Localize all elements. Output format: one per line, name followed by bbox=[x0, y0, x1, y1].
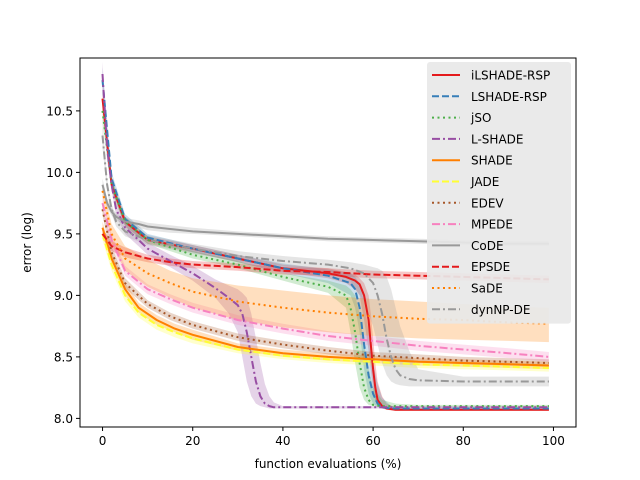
line-edev bbox=[101, 209, 549, 364]
legend-label-ilshade-rsp: iLSHADE-RSP bbox=[471, 69, 550, 83]
legend-label-jade: JADE bbox=[470, 175, 499, 189]
legend-label-edev: EDEV bbox=[471, 196, 504, 210]
legend-label-jso: jSO bbox=[470, 111, 491, 125]
legend-label-mpede: MPEDE bbox=[471, 218, 513, 232]
legend-box bbox=[427, 62, 571, 324]
legend-label-shade: SHADE bbox=[471, 154, 513, 168]
plot-frame bbox=[79, 57, 577, 428]
x-tick-label: 100 bbox=[542, 434, 565, 448]
legend-label-dynnp-de: dynNP-DE bbox=[471, 303, 530, 317]
legend: iLSHADE-RSP LSHADE-RSP jSO L-SHADE SHADE JADE… bbox=[427, 62, 571, 324]
x-tick-label: 40 bbox=[275, 434, 290, 448]
line-shade bbox=[101, 227, 549, 367]
line-mpede bbox=[101, 202, 549, 358]
legend-label-code: CoDE bbox=[471, 239, 504, 253]
x-axis: 0 20 40 60 80 100 bbox=[99, 427, 565, 448]
line-dynnp-de bbox=[101, 135, 549, 383]
x-tick-label: 60 bbox=[365, 434, 380, 448]
y-tick-label: 10.0 bbox=[46, 166, 73, 180]
y-tick-label: 9.0 bbox=[54, 289, 73, 303]
legend-label-lshade-rsp: LSHADE-RSP bbox=[471, 90, 547, 104]
y-tick-label: 10.5 bbox=[46, 104, 73, 118]
legend-label-epsde: EPSDE bbox=[471, 260, 510, 274]
line-lshade-rsp bbox=[101, 80, 549, 410]
legend-label-l-shade: L-SHADE bbox=[471, 132, 523, 146]
x-axis-label: function evaluations (%) bbox=[255, 457, 402, 471]
x-tick-label: 0 bbox=[99, 434, 107, 448]
y-tick-label: 8.5 bbox=[54, 350, 73, 364]
line-jade bbox=[101, 233, 549, 369]
legend-label-sade: SaDE bbox=[471, 282, 503, 296]
y-axis-label: error (log) bbox=[20, 212, 34, 273]
y-axis: 8.0 8.5 9.0 9.5 10.0 10.5 bbox=[46, 104, 80, 426]
y-tick-label: 8.0 bbox=[54, 412, 73, 426]
line-jso bbox=[101, 110, 549, 408]
x-tick-label: 20 bbox=[185, 434, 200, 448]
x-tick-label: 80 bbox=[456, 434, 471, 448]
band-jso bbox=[102, 98, 549, 408]
y-tick-label: 9.5 bbox=[54, 227, 73, 241]
